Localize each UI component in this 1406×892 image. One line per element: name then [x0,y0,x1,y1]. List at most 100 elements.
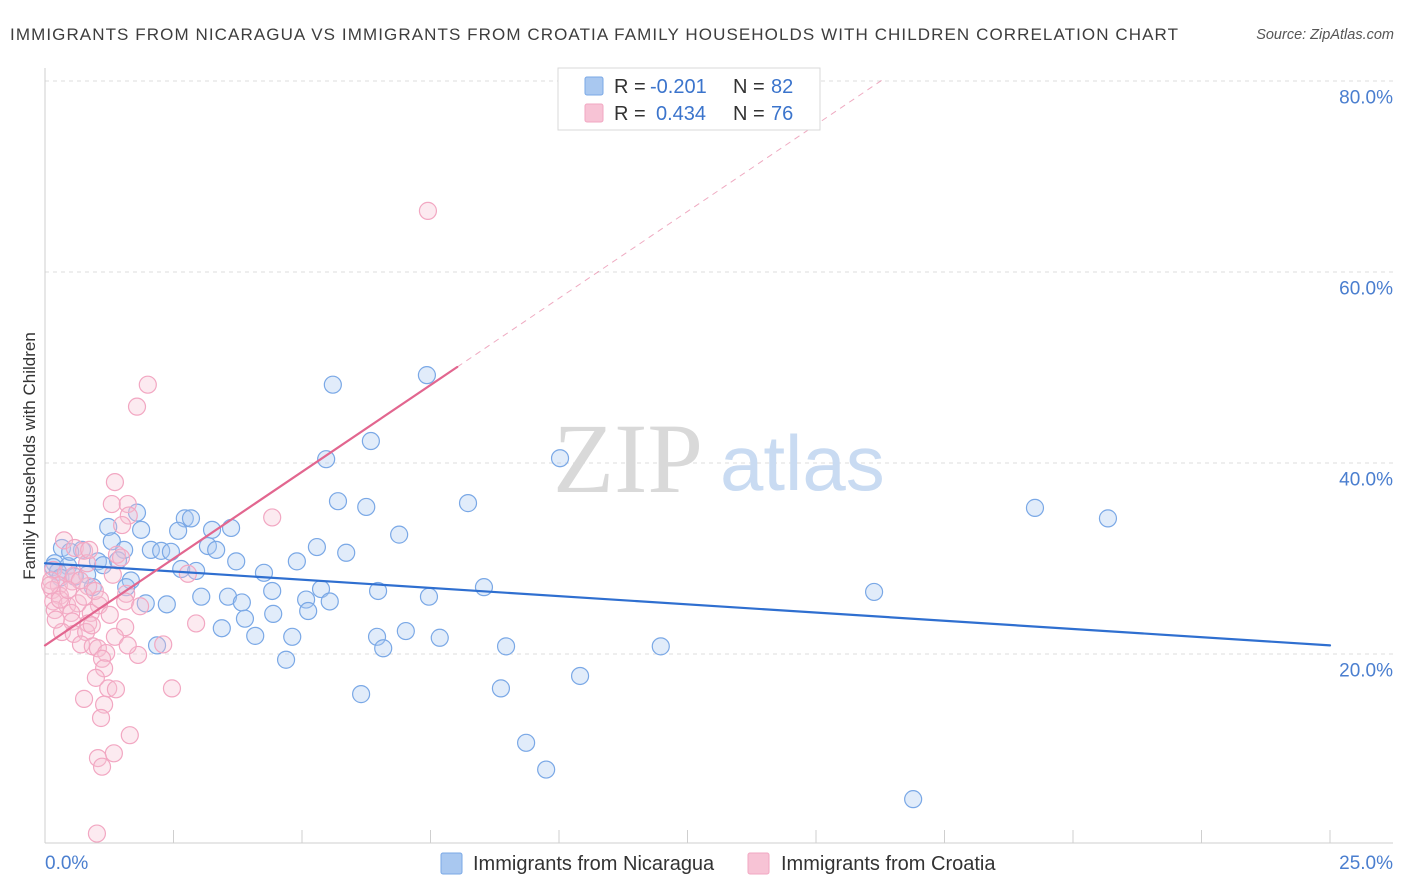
croatia-r-value: 0.434 [656,103,706,125]
croatia-series-swatch [747,852,770,875]
n-label: N = [733,103,765,125]
croatia-point [104,744,123,763]
croatia-point [88,748,108,768]
x-tick-label: 0.0% [45,853,88,874]
y-axis-title: Family Households with Children [20,332,39,580]
croatia-n-value: 76 [771,103,793,125]
croatia-point [100,605,119,624]
y-tick-label: 60.0% [1339,279,1393,300]
croatia-point [85,581,104,601]
nicaragua-point [864,582,884,602]
nicaragua-point [297,590,316,609]
nicaragua-point [227,552,246,571]
nicaragua-point [1025,498,1045,517]
y-tick-label: 80.0% [1339,88,1393,109]
nicaragua-point [276,650,296,669]
nicaragua-point [212,619,231,638]
croatia-point [95,695,114,714]
r-label: R = [614,76,646,98]
nicaragua-point [287,552,306,571]
croatia-series-points [41,201,438,843]
nicaragua-point [352,685,371,704]
croatia-point [112,515,132,535]
nicaragua-r-value: -0.201 [650,76,707,98]
nicaragua-point [246,626,265,645]
nicaragua-point [264,604,283,623]
data-points [41,201,1118,843]
croatia-point [120,726,139,745]
nicaragua-point [221,518,241,538]
nicaragua-point [132,520,151,539]
croatia-point [103,565,122,584]
nicaragua-point [474,578,494,597]
croatia-point [102,494,121,514]
nicaragua-series-swatch [440,852,463,875]
nicaragua-point [458,494,478,513]
x-tick-label: 25.0% [1339,853,1393,874]
croatia-point [105,627,125,646]
nicaragua-point [218,587,238,606]
croatia-point [74,689,94,708]
croatia-point [138,375,157,394]
croatia-point [127,397,147,416]
croatia-point [118,636,137,655]
nicaragua-point [99,517,118,537]
nicaragua-point [157,595,176,614]
r-label: R = [614,103,646,125]
nicaragua-legend-swatch [584,76,604,96]
croatia-point [82,616,101,635]
nicaragua-point [570,666,590,686]
croatia-point [187,614,206,633]
nicaragua-point [317,450,336,469]
nicaragua-point [396,621,415,641]
nicaragua-point [357,497,376,517]
croatia-point [117,584,136,603]
croatia-point [59,580,78,600]
croatia-point [70,571,90,590]
croatia-legend-swatch [584,103,604,123]
croatia-point [263,508,282,527]
croatia-trend-extension [456,79,884,368]
chart-title: IMMIGRANTS FROM NICARAGUA VS IMMIGRANTS … [10,25,1178,44]
nicaragua-point [181,509,201,528]
nicaragua-point [161,542,181,561]
y-tick-label: 40.0% [1339,470,1393,491]
nicaragua-point [491,679,511,698]
gridlines: 20.0% 40.0% 60.0% 80.0% [45,80,1393,682]
nicaragua-point [419,587,439,606]
nicaragua-point [323,375,342,394]
nicaragua-series-label: Immigrants from Nicaragua [473,853,715,875]
nicaragua-point [368,581,388,601]
croatia-point [418,201,438,220]
nicaragua-point [550,449,570,468]
nicaragua-point [192,587,211,606]
croatia-point [130,597,150,616]
stats-legend: R = -0.201 N = 82 R = 0.434 N = 76 [557,67,821,131]
nicaragua-point [496,637,516,656]
nicaragua-n-value: 82 [771,76,793,98]
nicaragua-point [299,601,318,621]
nicaragua-point [235,609,255,628]
croatia-point [91,708,111,728]
watermark: ZIP atlas [553,403,885,514]
croatia-point [80,540,99,560]
nicaragua-point [307,537,327,557]
croatia-point [111,548,131,567]
nicaragua-point [147,636,167,655]
croatia-point [41,576,60,595]
watermark-atlas: atlas [720,419,885,507]
watermark-zip: ZIP [553,403,703,514]
croatia-point [119,506,138,525]
nicaragua-point [152,541,171,560]
y-tick-label: 20.0% [1339,661,1393,682]
croatia-trend-line [43,365,459,647]
nicaragua-point [328,492,348,511]
nicaragua-point [320,592,339,611]
axes: 0.0% 25.0% [44,68,1393,874]
croatia-point [162,679,182,698]
nicaragua-point [367,627,387,646]
nicaragua-point [1098,509,1118,528]
nicaragua-point [537,760,556,779]
croatia-point [154,635,173,654]
nicaragua-point [254,563,274,582]
